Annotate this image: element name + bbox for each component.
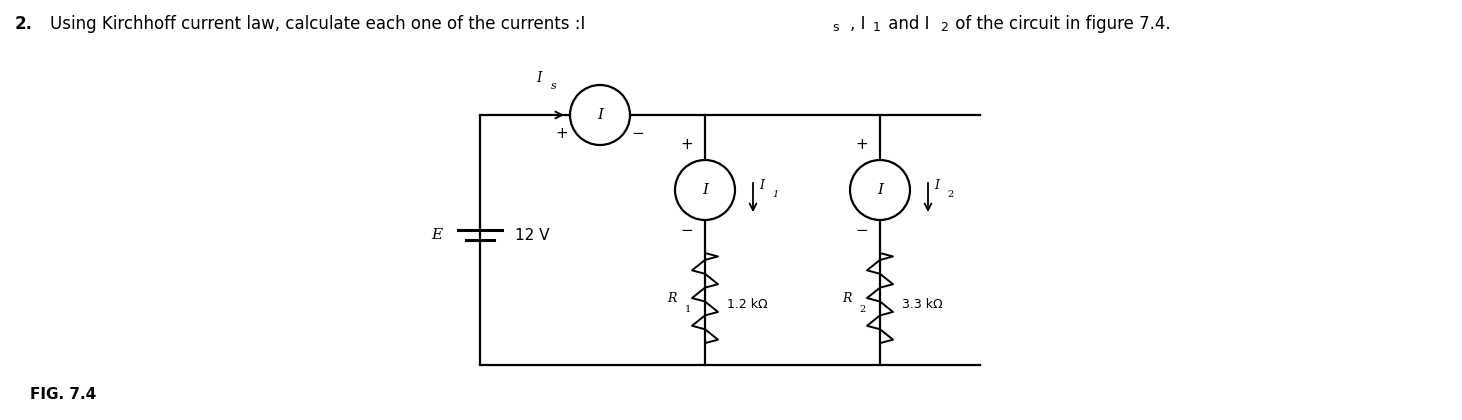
Text: Using Kirchhoff current law, calculate each one of the currents :I: Using Kirchhoff current law, calculate e… [50,15,585,33]
Text: I: I [702,183,708,197]
Text: FIG. 7.4: FIG. 7.4 [31,387,96,402]
Circle shape [570,85,630,145]
Text: s: s [832,21,839,34]
Text: 2: 2 [940,21,947,34]
Text: R: R [668,292,677,305]
Text: +: + [681,137,693,152]
Text: +: + [556,126,569,141]
Text: 1: 1 [772,189,778,199]
Text: and I: and I [883,15,930,33]
Circle shape [849,160,909,220]
Text: of the circuit in figure 7.4.: of the circuit in figure 7.4. [950,15,1171,33]
Text: I: I [596,108,602,122]
Text: −: − [855,223,868,238]
Text: R: R [842,292,852,305]
Text: 3.3 kΩ: 3.3 kΩ [902,299,943,312]
Text: s: s [551,81,557,91]
Text: E: E [431,228,442,242]
Text: +: + [855,137,868,152]
Text: I: I [877,183,883,197]
Text: , I: , I [849,15,866,33]
Text: I: I [934,178,939,192]
Text: 2: 2 [947,189,953,199]
Text: 1: 1 [684,304,692,313]
Text: 1.2 kΩ: 1.2 kΩ [727,299,768,312]
Text: −: − [632,126,645,141]
Text: 12 V: 12 V [515,228,550,242]
Circle shape [675,160,735,220]
Text: 1: 1 [873,21,882,34]
Text: −: − [681,223,693,238]
Text: 2: 2 [860,304,866,313]
Text: I: I [535,71,541,85]
Text: I: I [759,178,765,192]
Text: 2.: 2. [15,15,34,33]
